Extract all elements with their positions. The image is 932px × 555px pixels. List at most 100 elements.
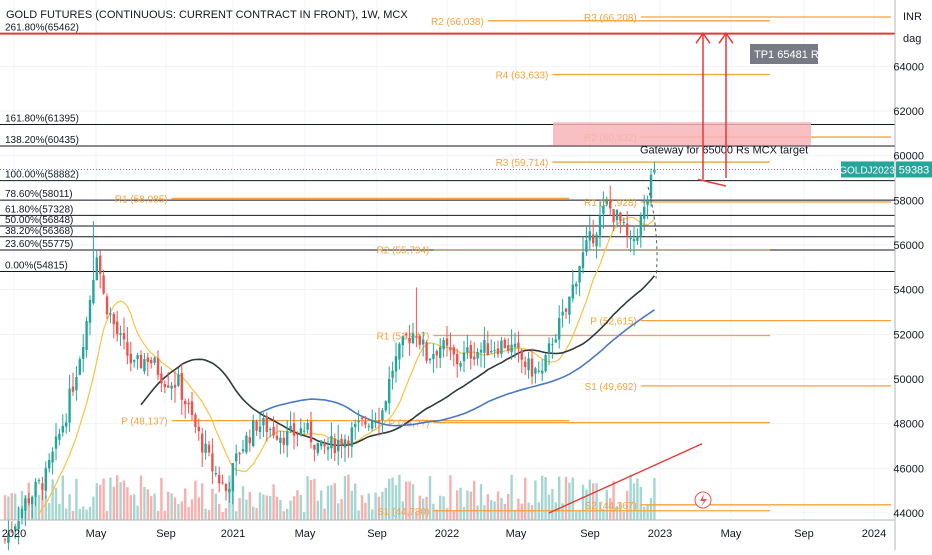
volume-bar <box>279 499 282 520</box>
scale-mode-label: dag <box>903 33 921 45</box>
pivot-levels[interactable]: R2 (66,038) R4 (63,633) R3 (59,714) R1 (58,… <box>115 13 891 518</box>
volume-bar <box>462 506 466 520</box>
volume-bar <box>20 491 24 520</box>
volume-bar <box>248 491 251 520</box>
candle-body <box>109 313 112 315</box>
candle-body <box>275 435 279 440</box>
pivot-label: R2 (55,794) <box>377 246 430 257</box>
candle-body <box>95 257 98 281</box>
candle-body <box>411 333 415 343</box>
volume-bar <box>48 503 51 520</box>
volume-bar <box>456 490 459 520</box>
volume-bar <box>326 485 330 520</box>
volume-bar <box>156 510 160 520</box>
volume-bar <box>343 475 347 520</box>
candle-body <box>160 373 163 384</box>
volume-bar <box>316 500 319 520</box>
volume-bar <box>558 476 561 520</box>
candle-body <box>568 296 571 315</box>
y-tick-label: 60000 <box>893 151 924 163</box>
candle-body <box>82 346 85 359</box>
candle-body <box>452 347 455 355</box>
volume-bar <box>126 487 129 520</box>
pivot-label: P (52,615) <box>590 317 637 328</box>
volume-bar <box>476 505 479 520</box>
volume-bar <box>10 493 13 520</box>
candle-body <box>316 442 319 453</box>
volume-bar <box>391 477 394 520</box>
volume-bar <box>381 491 384 520</box>
x-tick-label: May <box>86 528 107 540</box>
fib-label: 138.20%(60435) <box>5 135 79 146</box>
volume-bar <box>507 493 510 520</box>
ma-mid-line <box>140 275 656 447</box>
volume-bar <box>7 496 10 520</box>
candle-body <box>561 311 564 316</box>
candle-body <box>636 236 639 241</box>
annotations[interactable]: Gateway for 65000 Rs MCX target TP1 65481… <box>0 31 932 509</box>
grid <box>0 0 895 520</box>
y-tick-label: 56000 <box>893 240 924 252</box>
candle-body <box>116 321 119 335</box>
volume-bar <box>214 493 217 520</box>
volume-bar <box>357 510 360 520</box>
volume-bar <box>299 494 302 520</box>
tp1-label-bg <box>750 44 818 64</box>
candle-body <box>520 350 523 360</box>
x-tick-label: 2024 <box>862 528 886 540</box>
candle-body <box>619 212 622 221</box>
pivot-label: S1 (49,692) <box>585 382 637 393</box>
candle-body <box>31 496 34 505</box>
fib-label: 50.00%(56848) <box>5 215 73 226</box>
ma-slow-line <box>259 309 655 427</box>
candle-body <box>595 234 598 247</box>
volume-bar <box>68 494 71 520</box>
volume-bar <box>75 478 78 520</box>
candle-body <box>306 422 309 430</box>
volume-bar <box>622 511 625 520</box>
x-tick-label: May <box>295 528 316 540</box>
volume-bar <box>347 474 350 520</box>
volume-bar <box>388 478 391 520</box>
x-tick-label: May <box>506 528 527 540</box>
volume-bar <box>367 493 370 520</box>
candle-body <box>581 252 585 269</box>
volume-bar <box>568 482 571 520</box>
candle-body <box>510 344 513 353</box>
candle-body <box>564 308 568 312</box>
candle-body <box>459 363 462 367</box>
volume-bar <box>649 498 653 520</box>
fibonacci-levels[interactable]: 261.80%(65462) 161.80%(61395) 138.20%(6043… <box>0 23 895 272</box>
candle-body <box>337 439 340 452</box>
candle-body <box>534 368 537 374</box>
gateway-label: Gateway for 65000 Rs MCX target <box>640 145 808 157</box>
volume-bar <box>44 495 47 520</box>
candle-body <box>201 433 204 453</box>
candle-body <box>61 425 64 433</box>
volume-bar <box>452 511 455 520</box>
candle-body <box>347 440 350 445</box>
volume-bar <box>190 499 194 520</box>
candle-body <box>238 452 241 455</box>
volume-bar <box>394 485 398 520</box>
candle-body <box>517 342 520 349</box>
candle-body <box>612 209 615 223</box>
candle-body <box>241 449 245 452</box>
volume-bar <box>466 490 469 520</box>
volume-bar <box>513 509 517 520</box>
volume-bar <box>95 483 98 520</box>
pivot-label: S2 (44,367) <box>585 501 637 512</box>
candle-body <box>177 374 180 386</box>
candle-body <box>588 231 591 241</box>
volume-bar <box>82 506 85 520</box>
volume-bar <box>428 476 432 520</box>
candle-body <box>153 357 156 363</box>
volume-bar <box>61 475 64 520</box>
volume-bar <box>313 478 316 520</box>
volume-bar <box>119 482 122 520</box>
volume-bar <box>520 503 523 520</box>
candle-body <box>119 333 122 335</box>
